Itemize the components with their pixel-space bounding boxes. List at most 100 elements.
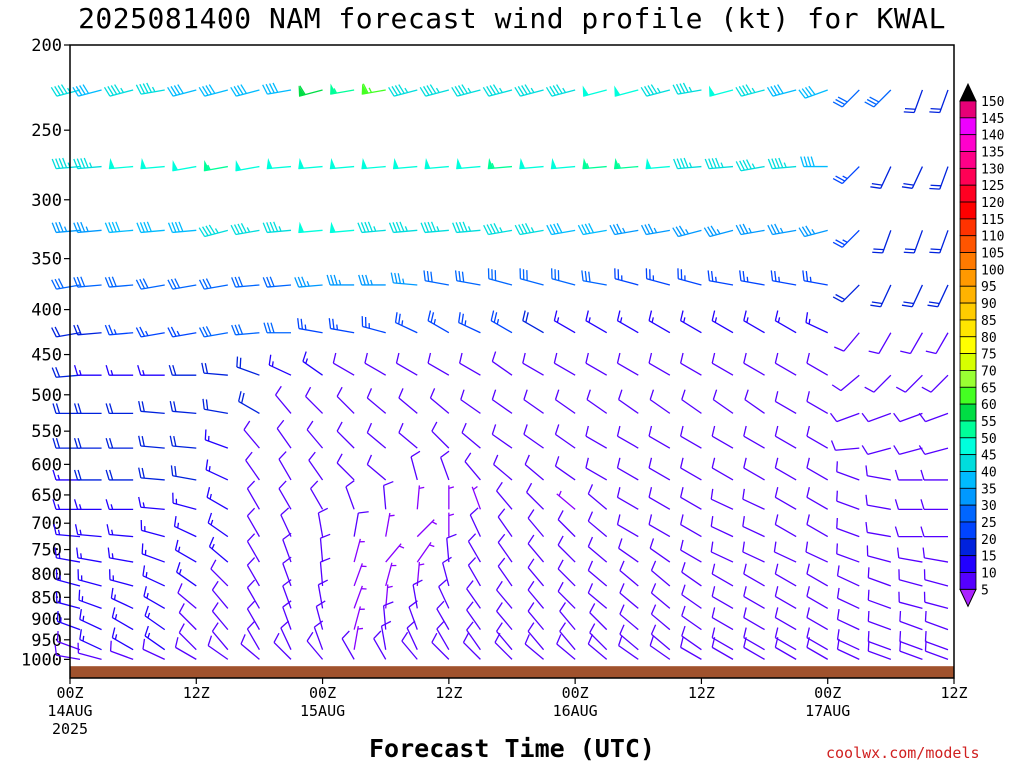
colorbar-label: 85 [981,314,997,329]
wind-barb [836,629,860,651]
wind-barb [704,157,734,170]
y-tick-label: 650 [31,486,62,506]
wind-barb [767,223,797,236]
wind-barb [867,610,892,631]
wind-barb [204,429,229,449]
wind-barb [482,84,513,97]
wind-barb [208,536,229,563]
wind-barb [278,451,292,481]
wind-barb [262,82,292,95]
wind-barb [893,412,923,423]
wind-barb [353,606,365,630]
wind-barb [742,488,765,510]
x-tick-label: 17AUG [805,702,850,720]
wind-barb [616,487,639,510]
x-tick-label: 12Z [688,684,715,702]
wind-barb [546,223,576,236]
wind-barb [557,535,576,563]
wind-barb [774,391,797,414]
colorbar-label: 50 [981,432,997,447]
page-title: 2025081400 NAM forecast wind profile (kt… [78,2,946,35]
wind-barb [743,563,765,587]
wind-barb [527,580,545,609]
wind-barb [243,420,260,449]
wind-barb [51,157,81,170]
wind-barb [894,469,923,481]
wind-barb [899,631,923,651]
wind-barb [645,268,671,286]
wind-barb [707,270,734,286]
wind-barb [211,580,229,609]
wind-barb [903,89,924,114]
wind-barb [440,450,450,481]
wind-barb [282,556,292,587]
y-tick-label: 600 [31,455,62,475]
wind-barb [648,487,671,510]
x-tick-label: 14AUG [47,702,92,720]
wind-barb [167,278,197,290]
wind-barb [551,268,576,286]
wind-barb [832,284,860,303]
wind-barb [711,310,734,334]
wind-barb [111,627,134,651]
x-tick-label: 12Z [435,684,462,702]
wind-barb [108,158,134,170]
colorbar-swatch [959,555,977,573]
wind-barb [773,541,797,563]
wind-barb [710,516,734,538]
wind-barb [373,630,387,660]
colorbar-swatch [959,521,977,540]
wind-barb [494,632,513,660]
wind-barb [138,435,165,449]
wind-barb [427,352,450,376]
wind-barb [766,84,797,97]
colorbar-label: 150 [981,95,1004,110]
wind-barb [894,526,923,538]
wind-barb [319,557,331,586]
credit-text: coolwx.com/models [826,744,980,762]
wind-barb [774,457,797,481]
wind-barb [650,583,671,609]
wind-barb [866,545,892,563]
wind-barb [104,276,134,288]
x-tick-label: 2025 [52,720,88,738]
wind-barb [680,457,702,481]
wind-barb [557,581,576,609]
wind-barb [677,268,702,286]
colorbar-swatch [959,370,977,388]
colorbar-swatch [959,504,977,523]
wind-barb [198,278,228,290]
colorbar-swatch [959,336,977,355]
wind-barb [231,276,260,288]
wind-barb [490,310,513,334]
wind-barb [54,547,81,563]
wind-barb [681,584,702,609]
wind-barb [735,223,765,236]
wind-barb [918,412,949,423]
wind-barb [527,509,545,538]
wind-barb [619,604,639,631]
wind-barb [329,158,355,170]
wind-barb [332,352,355,376]
wind-barb [201,362,228,376]
wind-barb [73,157,102,170]
wind-barb [923,569,949,587]
wind-barb [711,352,734,376]
wind-barb [140,519,165,538]
y-tick-label: 200 [31,36,62,56]
wind-barb [73,437,102,449]
wind-barb [330,83,355,95]
wind-barb [336,386,355,414]
wind-barb [246,620,260,651]
colorbar-label: 140 [981,129,1004,144]
colorbar-swatch [959,302,977,321]
wind-barb [388,221,418,234]
wind-barb [143,586,166,609]
wind-barb [73,324,102,336]
wind-barb [680,487,702,510]
wind-barb [557,510,576,538]
wind-barb [648,425,671,449]
wind-barb [743,627,765,651]
wind-barb [527,622,545,651]
wind-barb [56,631,81,651]
